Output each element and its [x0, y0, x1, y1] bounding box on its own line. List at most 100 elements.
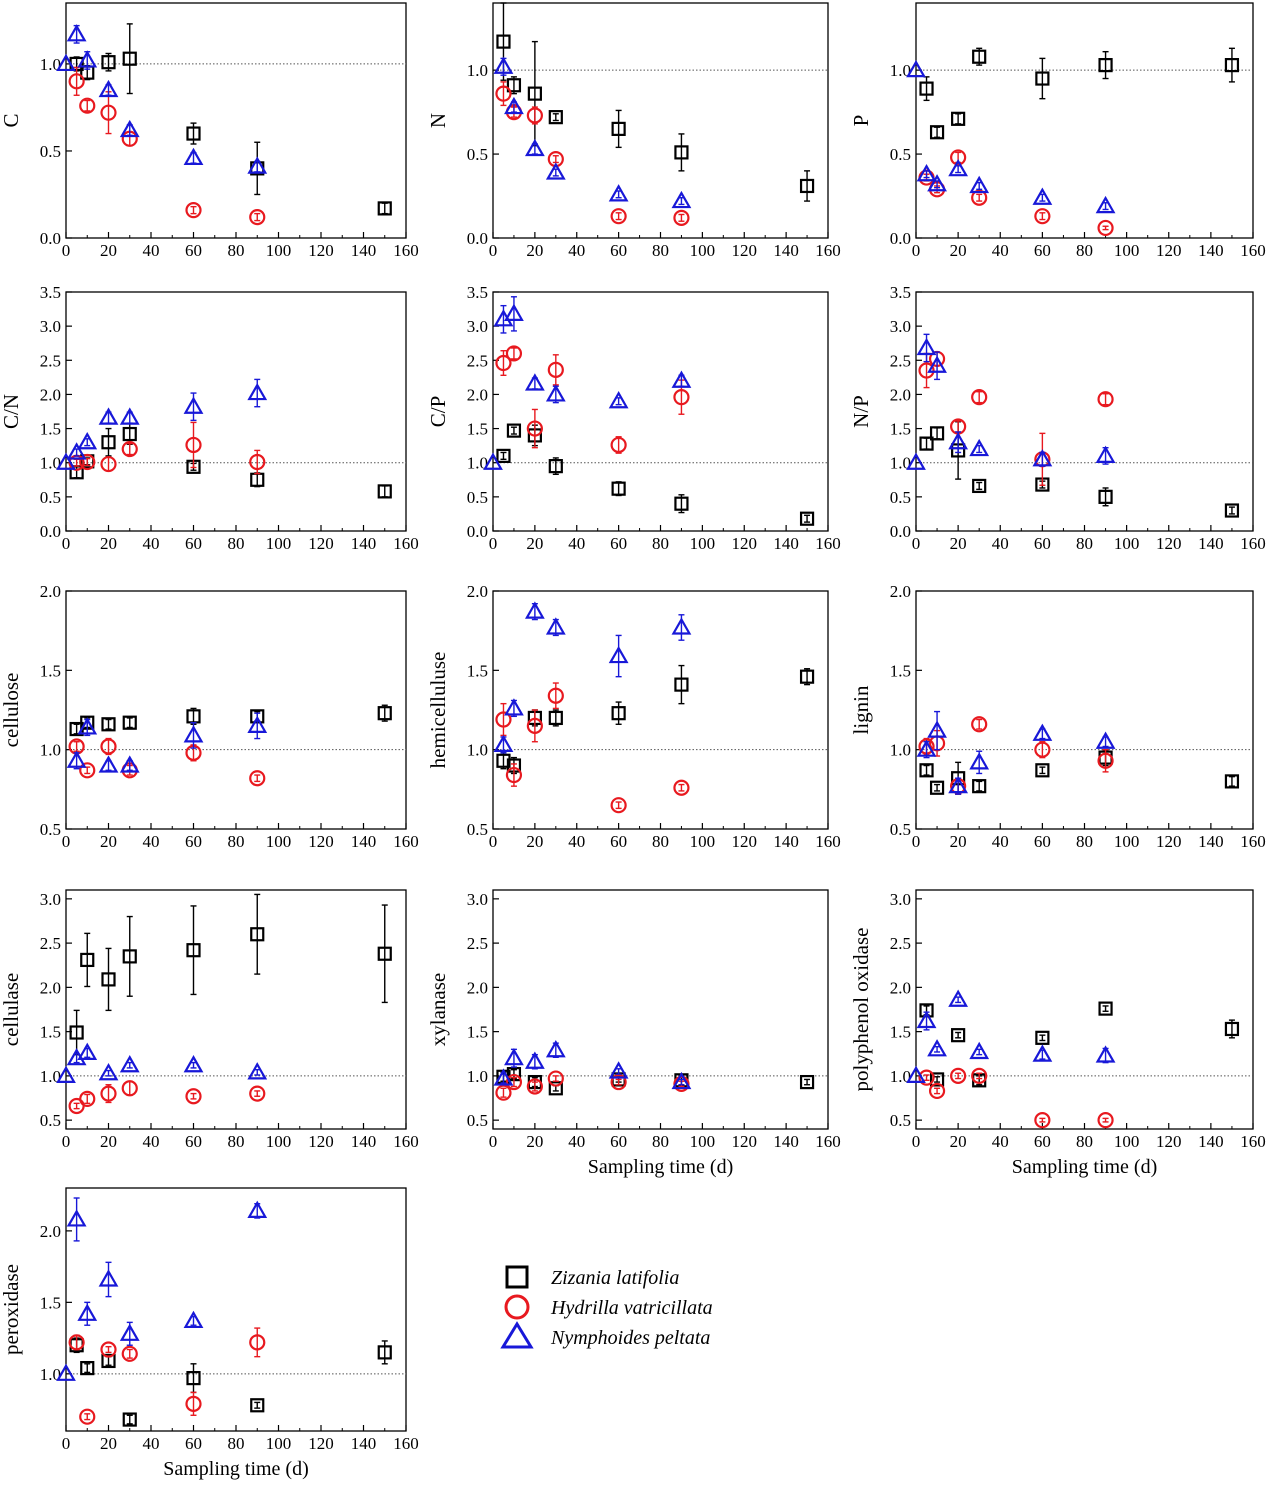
y-tick-label: 0.0	[40, 522, 61, 541]
data-point	[77, 717, 98, 735]
plot-frame	[915, 291, 1254, 532]
data-point	[526, 717, 543, 734]
y-tick-label: 0.5	[890, 145, 911, 164]
data-point	[526, 1078, 543, 1095]
x-tick-label: 60	[185, 1434, 202, 1453]
y-tick-label: 3.0	[467, 890, 488, 909]
plot-frame	[915, 590, 1254, 830]
x-axis-label: Sampling time (d)	[1012, 1156, 1158, 1178]
data-point	[56, 1065, 76, 1083]
plot-frame	[492, 2, 829, 239]
data-point	[1095, 1045, 1116, 1063]
x-tick-label: 60	[185, 832, 202, 851]
data-point	[950, 1067, 967, 1084]
y-axis-label: P	[849, 115, 873, 127]
x-tick-label: 140	[773, 1132, 799, 1151]
y-axis-label: N	[426, 113, 450, 128]
y-tick-label: 0.5	[467, 145, 488, 164]
x-tick-label: 80	[1076, 832, 1093, 851]
y-tick-label: 1.0	[467, 61, 488, 80]
data-point	[611, 706, 626, 721]
y-tick-label: 3.5	[890, 283, 911, 302]
data-point	[799, 511, 815, 526]
data-point	[608, 1061, 629, 1079]
plot-frame	[65, 1187, 407, 1432]
y-tick-label: 0.0	[467, 229, 488, 248]
y-tick-label: 1.0	[890, 1067, 911, 1086]
data-point	[927, 720, 947, 738]
data-point	[671, 617, 692, 635]
x-tick-label: 160	[393, 1132, 419, 1151]
x-tick-label: 40	[568, 534, 585, 553]
x-tick-label: 120	[732, 534, 758, 553]
data-point	[673, 779, 690, 796]
data-point	[972, 49, 987, 64]
data-point	[948, 775, 969, 794]
data-point	[483, 452, 503, 470]
y-tick-label: 0.5	[40, 488, 61, 507]
data-point	[927, 355, 947, 373]
y-axis-label: C/N	[0, 394, 23, 429]
data-point	[66, 442, 87, 460]
data-point	[929, 1072, 945, 1087]
data-point	[919, 436, 934, 451]
y-tick-label: 2.0	[890, 582, 911, 601]
x-tick-label: 140	[351, 241, 377, 260]
data-point	[1097, 219, 1114, 237]
y-tick-label: 2.0	[890, 385, 911, 404]
x-tick-label: 80	[228, 1434, 245, 1453]
y-axis-label: peroxidase	[0, 1264, 23, 1355]
data-point	[121, 440, 138, 458]
x-tick-label: 40	[143, 534, 160, 553]
x-tick-label: 160	[815, 832, 841, 851]
panel-c-n: 0 20 40 60 80 100 120 140 160 0.0 0.5 1.0 1.5 2.0 2.5 3…	[0, 283, 419, 553]
y-tick-label: 1.0	[40, 1067, 61, 1086]
x-tick-label: 160	[393, 832, 419, 851]
y-tick-label: 2.5	[467, 934, 488, 953]
data-point	[916, 163, 937, 182]
data-point	[495, 354, 512, 372]
y-axis-label: hemicelluluse	[426, 652, 450, 769]
panel-lignin: 0 20 40 60 80 100 120 140 160 0.5 1.0 1.5 2.0 lignin	[849, 582, 1266, 851]
panel-polyphenol-oxidase: 0 20 40 60 80 100 120 140 160 0.5 1.0 1.5 2.0 2.5 3.0 p…	[849, 889, 1266, 1178]
x-tick-label: 0	[62, 241, 71, 260]
data-point	[119, 119, 140, 138]
x-tick-label: 100	[1114, 241, 1140, 260]
data-point	[247, 156, 268, 174]
data-point	[969, 752, 990, 770]
y-tick-label: 1.0	[467, 1067, 488, 1086]
data-point	[1034, 208, 1051, 225]
data-point	[1032, 449, 1053, 467]
x-tick-label: 80	[228, 832, 245, 851]
y-tick-label: 2.5	[890, 351, 911, 370]
y-tick-label: 2.0	[40, 1222, 61, 1241]
data-point	[122, 1412, 137, 1427]
y-tick-label: 2.0	[467, 978, 488, 997]
x-tick-label: 60	[185, 241, 202, 260]
data-point	[119, 755, 140, 773]
y-tick-label: 0.5	[40, 820, 61, 839]
data-point	[505, 1073, 523, 1091]
y-tick-label: 0.5	[890, 488, 911, 507]
y-tick-label: 0.0	[890, 229, 911, 248]
y-tick-label: 1.0	[890, 741, 911, 760]
legend-triangle-marker	[500, 1321, 534, 1349]
x-tick-label: 140	[351, 534, 377, 553]
x-tick-label: 20	[100, 832, 117, 851]
data-point	[545, 617, 566, 635]
x-tick-label: 40	[143, 1132, 160, 1151]
data-point	[77, 1303, 98, 1321]
data-point	[1224, 1021, 1240, 1037]
data-point	[918, 1069, 935, 1086]
y-tick-label: 1.0	[467, 454, 488, 473]
data-point	[671, 1071, 692, 1090]
data-point	[79, 97, 96, 114]
data-point	[610, 1073, 627, 1091]
panel-n: 0 20 40 60 80 100 120 140 160 0.0 0.5 1.0 N	[426, 2, 841, 260]
data-point	[185, 1088, 202, 1105]
data-point	[1032, 1044, 1053, 1062]
data-point	[493, 56, 514, 74]
x-tick-label: 20	[950, 534, 967, 553]
y-tick-label: 0.5	[890, 1111, 911, 1130]
x-tick-label: 0	[912, 241, 921, 260]
